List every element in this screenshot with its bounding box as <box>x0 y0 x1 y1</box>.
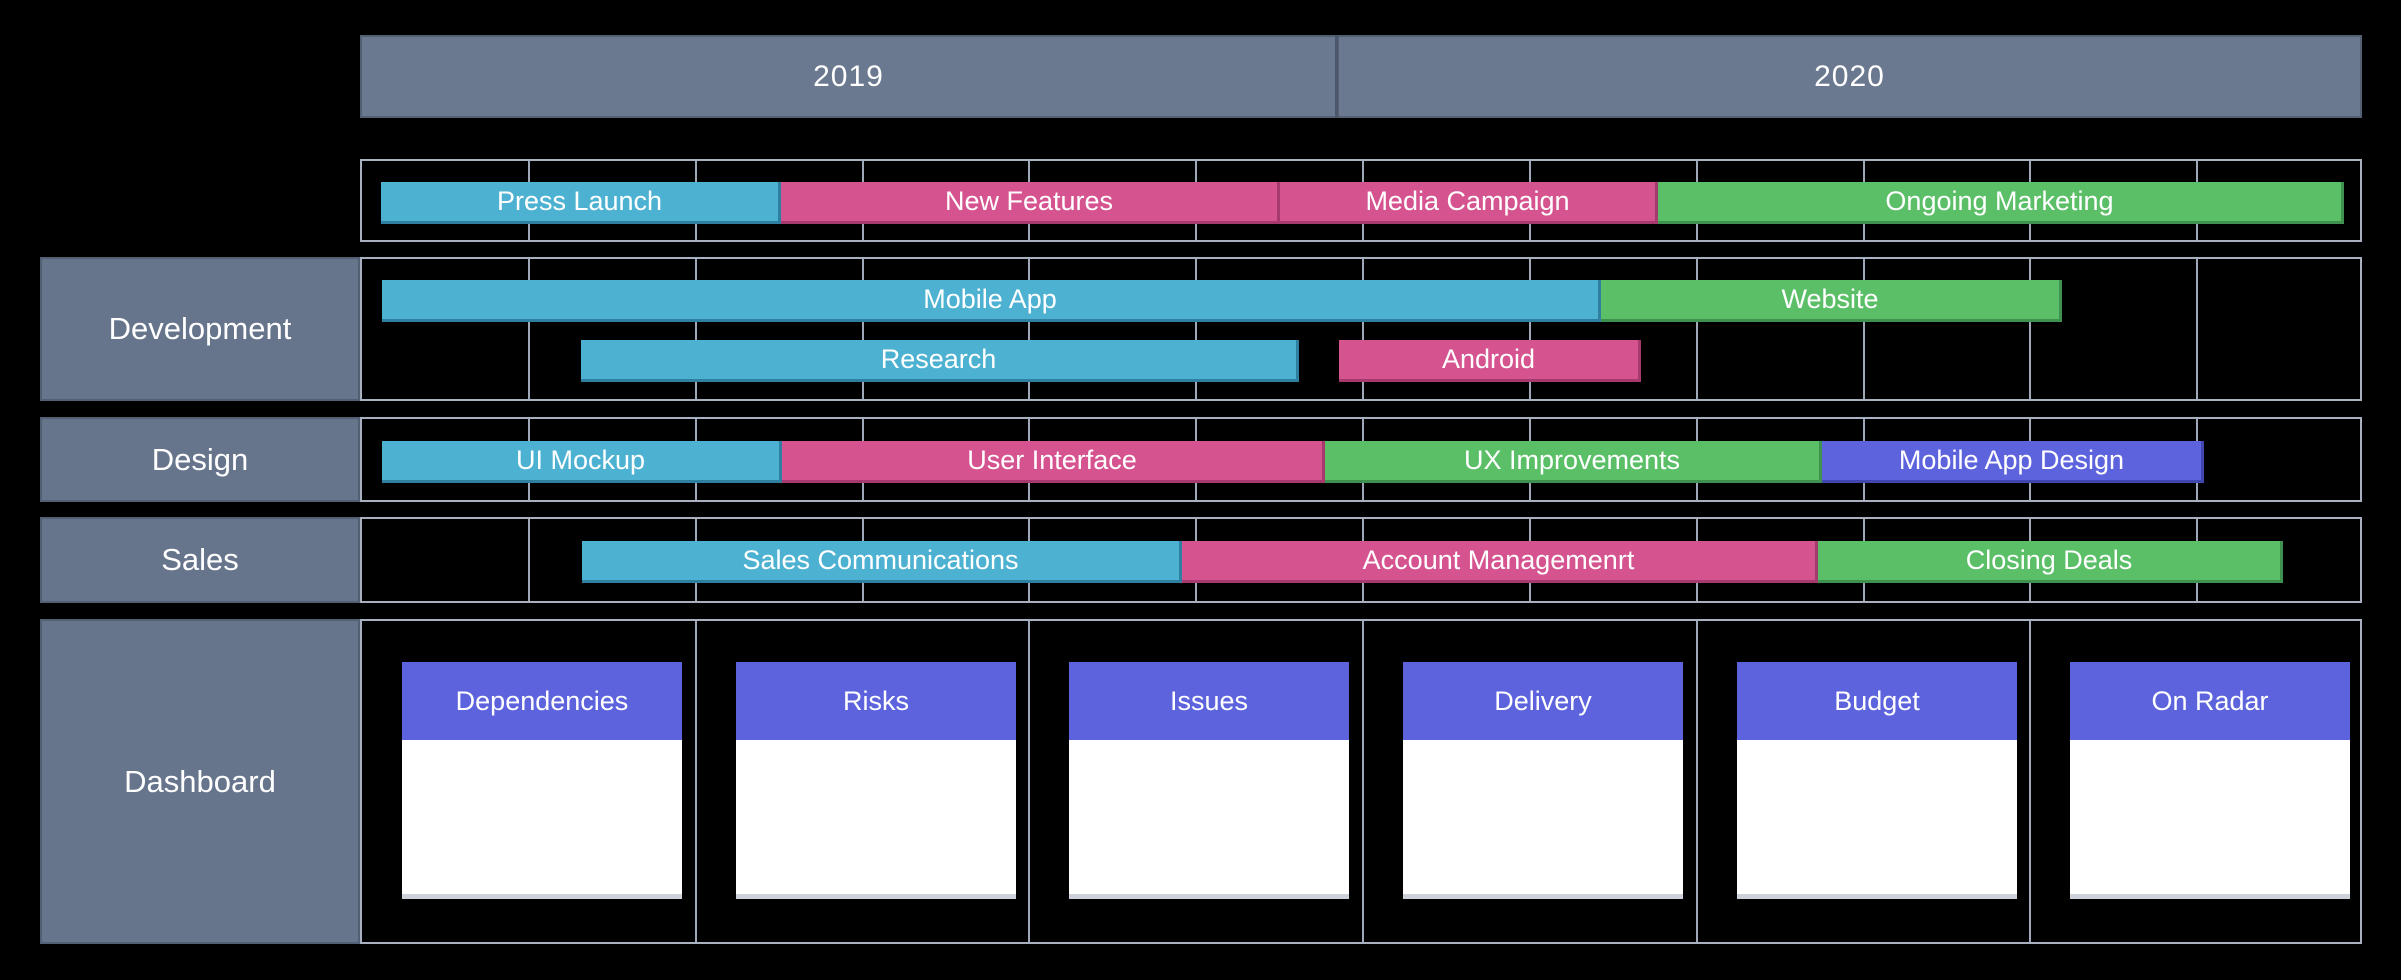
section-label-text: Design <box>151 441 249 477</box>
bar-label: Ongoing Marketing <box>1885 186 2114 216</box>
gridline <box>1362 259 1364 399</box>
gridline <box>528 259 530 399</box>
dashboard-column-divider <box>1362 621 1364 942</box>
dashboard-grid-box: Dependencies Risks Issues Delivery Budget On … <box>360 619 2362 944</box>
section-label-text: Development <box>108 311 292 346</box>
card-title: Issues <box>1169 685 1249 716</box>
section-label-dashboard[interactable]: Dashboard <box>40 619 360 944</box>
gridline <box>1696 259 1698 399</box>
card-header-risks: Risks <box>736 662 1016 740</box>
bar-label: Closing Deals <box>1965 545 2133 575</box>
gantt-bar-account-managemenrt[interactable]: Account Managemenrt <box>1182 541 1818 583</box>
dashboard-card-dependencies[interactable]: Dependencies <box>402 662 682 899</box>
gridline <box>528 519 530 601</box>
gantt-bar-mobile-app[interactable]: Mobile App <box>382 280 1601 322</box>
bar-label: Mobile App Design <box>1898 445 2125 475</box>
card-body-dependencies <box>402 740 682 899</box>
gridline <box>1529 259 1531 399</box>
card-title: Dependencies <box>455 685 629 716</box>
bar-label: Website <box>1781 284 1879 314</box>
section-label-development[interactable]: Development <box>40 257 360 401</box>
dashboard-column-divider <box>1028 621 1030 942</box>
bar-label: UI Mockup <box>515 445 646 475</box>
gantt-bar-ongoing-marketing[interactable]: Ongoing Marketing <box>1658 182 2344 224</box>
bar-label: Account Managemenrt <box>1362 545 1635 575</box>
dashboard-card-budget[interactable]: Budget <box>1737 662 2017 899</box>
bar-label: UX Improvements <box>1463 445 1681 475</box>
year-label: 2019 <box>813 59 884 93</box>
year-header-2019[interactable]: 2019 <box>360 35 1337 118</box>
bar-label: Mobile App <box>923 284 1057 314</box>
card-title: On Radar <box>2151 685 2269 716</box>
dashboard-card-delivery[interactable]: Delivery <box>1403 662 1683 899</box>
card-header-delivery: Delivery <box>1403 662 1683 740</box>
dashboard-column-divider <box>695 621 697 942</box>
dashboard-column-divider <box>2029 621 2031 942</box>
dashboard-card-issues[interactable]: Issues <box>1069 662 1349 899</box>
gantt-bar-website[interactable]: Website <box>1601 280 2062 322</box>
dashboard-card-on-radar[interactable]: On Radar <box>2070 662 2350 899</box>
section-label-text: Dashboard <box>124 763 276 799</box>
section-label-sales[interactable]: Sales <box>40 517 360 603</box>
gantt-bar-press-launch[interactable]: Press Launch <box>381 182 781 224</box>
gridline <box>695 259 697 399</box>
gantt-bar-sales-communications[interactable]: Sales Communications <box>582 541 1182 583</box>
gridline <box>2029 259 2031 399</box>
dashboard-column-divider <box>1696 621 1698 942</box>
card-body-issues <box>1069 740 1349 899</box>
card-header-budget: Budget <box>1737 662 2017 740</box>
gridline <box>862 259 864 399</box>
gantt-bar-user-interface[interactable]: User Interface <box>782 441 1325 483</box>
bar-label: New Features <box>944 186 1114 216</box>
gantt-bar-media-campaign[interactable]: Media Campaign <box>1280 182 1658 224</box>
card-body-budget <box>1737 740 2017 899</box>
gridline <box>1863 259 1865 399</box>
gantt-bar-research[interactable]: Research <box>581 340 1299 382</box>
section-label-design[interactable]: Design <box>40 417 360 502</box>
card-header-issues: Issues <box>1069 662 1349 740</box>
gridline <box>1195 259 1197 399</box>
bar-label: User Interface <box>967 445 1137 475</box>
bar-label: Android <box>1441 344 1536 374</box>
section-label-text: Sales <box>161 542 239 577</box>
gantt-bar-ui-mockup[interactable]: UI Mockup <box>382 441 782 483</box>
gridline <box>2196 259 2198 399</box>
sales-grid-box: Sales Communications Account Managemenrt C… <box>360 517 2362 603</box>
development-grid-box: Mobile App Website Research Android <box>360 257 2362 401</box>
card-body-on-radar <box>2070 740 2350 899</box>
gantt-bar-mobile-app-design[interactable]: Mobile App Design <box>1822 441 2204 483</box>
card-body-delivery <box>1403 740 1683 899</box>
bar-label: Media Campaign <box>1365 186 1570 216</box>
bar-label: Research <box>880 344 997 374</box>
dashboard-card-risks[interactable]: Risks <box>736 662 1016 899</box>
gantt-bar-closing-deals[interactable]: Closing Deals <box>1818 541 2283 583</box>
card-title: Delivery <box>1494 685 1592 716</box>
gantt-bar-new-features[interactable]: New Features <box>781 182 1280 224</box>
year-header-2020[interactable]: 2020 <box>1337 35 2362 118</box>
gantt-bar-ux-improvements[interactable]: UX Improvements <box>1325 441 1822 483</box>
design-grid-box: UI Mockup User Interface UX Improvements Mo… <box>360 417 2362 502</box>
year-label: 2020 <box>1814 59 1885 93</box>
bar-label: Sales Communications <box>742 545 1019 575</box>
card-title: Budget <box>1834 685 1920 716</box>
marketing-grid-box: Press Launch New Features Media Campaign On… <box>360 159 2362 242</box>
gridline <box>1028 259 1030 399</box>
bar-label: Press Launch <box>496 186 663 216</box>
card-header-on-radar: On Radar <box>2070 662 2350 740</box>
gantt-bar-android[interactable]: Android <box>1339 340 1641 382</box>
year-divider <box>1335 35 1338 118</box>
card-header-dependencies: Dependencies <box>402 662 682 740</box>
card-title: Risks <box>843 685 909 716</box>
card-body-risks <box>736 740 1016 899</box>
